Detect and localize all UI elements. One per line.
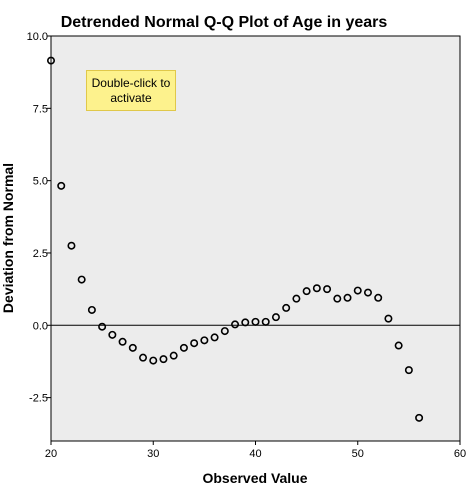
data-point <box>241 318 250 327</box>
data-point <box>159 355 168 364</box>
x-tick-label: 50 <box>352 448 364 460</box>
data-points <box>46 56 424 422</box>
data-point <box>251 317 260 326</box>
data-point <box>353 286 362 295</box>
data-point <box>46 56 55 65</box>
data-point <box>220 327 229 336</box>
data-point <box>139 353 148 362</box>
data-point <box>179 343 188 352</box>
data-point <box>77 275 86 284</box>
x-tick-label: 30 <box>147 448 159 460</box>
data-point <box>292 294 301 303</box>
data-point <box>108 330 117 339</box>
data-point <box>98 322 107 331</box>
y-tick-label: 0.0 <box>33 320 48 332</box>
y-axis-ticks: 10.0 7.5 5.0 2.5 0.0 -2.5 <box>27 31 51 405</box>
x-axis-ticks: 20 30 40 50 60 <box>45 441 466 460</box>
data-point <box>374 293 383 302</box>
y-tick-label: 2.5 <box>33 248 48 260</box>
activate-hint-box[interactable]: Double-click to activate <box>86 70 176 111</box>
data-point <box>57 181 66 190</box>
data-point <box>271 313 280 322</box>
y-tick-label: 10.0 <box>27 31 48 43</box>
data-point <box>302 287 311 296</box>
data-point <box>323 285 332 294</box>
data-point <box>415 413 424 422</box>
x-tick-label: 60 <box>454 448 466 460</box>
data-point <box>231 320 240 329</box>
data-point <box>87 305 96 314</box>
data-point <box>210 333 219 342</box>
data-point <box>384 314 393 323</box>
data-point <box>282 303 291 312</box>
data-point <box>363 288 372 297</box>
chart-title: Detrended Normal Q-Q Plot of Age in year… <box>61 14 388 31</box>
data-point <box>67 241 76 250</box>
data-point <box>261 317 270 326</box>
data-point <box>343 293 352 302</box>
data-point <box>149 356 158 365</box>
y-tick-label: 7.5 <box>33 103 48 115</box>
x-axis-label: Observed Value <box>202 470 307 486</box>
data-point <box>333 294 342 303</box>
data-point <box>404 366 413 375</box>
y-tick-label: 5.0 <box>33 176 48 188</box>
y-axis-label: Deviation from Normal <box>0 163 16 313</box>
x-tick-label: 20 <box>45 448 57 460</box>
y-tick-label: -2.5 <box>29 393 48 405</box>
data-point <box>394 341 403 350</box>
data-point <box>118 337 127 346</box>
data-point <box>128 343 137 352</box>
data-point <box>169 351 178 360</box>
data-point <box>200 336 209 345</box>
x-tick-label: 40 <box>249 448 261 460</box>
data-point <box>312 284 321 293</box>
data-point <box>190 339 199 348</box>
